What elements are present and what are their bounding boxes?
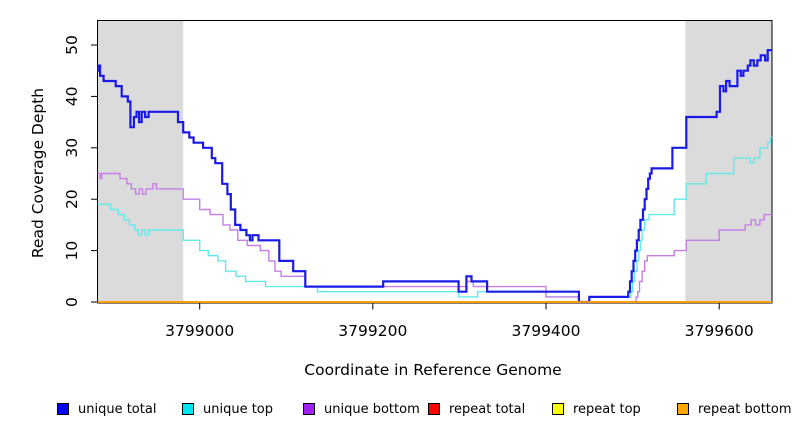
legend: unique total unique top unique bottom repea… bbox=[0, 399, 792, 421]
shaded-region bbox=[685, 20, 772, 303]
legend-item-unique-top: unique top bbox=[182, 399, 273, 419]
y-tick-label: 50 bbox=[63, 35, 81, 55]
plot-border bbox=[97, 20, 773, 304]
legend-swatch-icon bbox=[677, 403, 689, 415]
shaded-region bbox=[97, 20, 184, 303]
x-tick-label: 3799200 bbox=[338, 322, 407, 340]
legend-item-repeat-top: repeat top bbox=[552, 399, 641, 419]
x-axis-title: Coordinate in Reference Genome bbox=[304, 361, 562, 379]
legend-label: unique top bbox=[203, 401, 274, 417]
legend-item-unique-bottom: unique bottom bbox=[303, 399, 420, 419]
legend-swatch-icon bbox=[303, 403, 315, 415]
legend-swatch-icon bbox=[182, 403, 194, 415]
y-tick-label: 10 bbox=[63, 241, 81, 261]
legend-label: unique bottom bbox=[324, 401, 420, 417]
legend-label: unique total bbox=[78, 401, 157, 417]
legend-label: repeat total bbox=[449, 401, 526, 417]
legend-label: repeat bottom bbox=[698, 401, 792, 417]
legend-swatch-icon bbox=[552, 403, 564, 415]
y-tick-label: 40 bbox=[63, 87, 81, 107]
legend-label: repeat top bbox=[573, 401, 641, 417]
legend-item-repeat-total: repeat total bbox=[428, 399, 525, 419]
series-line-unique-total bbox=[97, 49, 772, 304]
x-tick-label: 3799000 bbox=[165, 322, 234, 340]
legend-item-repeat-bottom: repeat bottom bbox=[677, 399, 792, 419]
legend-swatch-icon bbox=[428, 403, 440, 415]
series-line-unique-bottom bbox=[97, 172, 772, 303]
series-line-unique-top bbox=[97, 136, 772, 303]
x-tick-label: 3799600 bbox=[685, 322, 754, 340]
legend-swatch-icon bbox=[57, 403, 69, 415]
legend-item-unique-total: unique total bbox=[57, 399, 156, 419]
y-tick-label: 30 bbox=[63, 138, 81, 158]
y-tick-label: 0 bbox=[63, 297, 81, 307]
x-tick-label: 3799400 bbox=[511, 322, 580, 340]
y-tick-label: 20 bbox=[63, 189, 81, 209]
y-axis-title: Read Coverage Depth bbox=[29, 87, 47, 259]
